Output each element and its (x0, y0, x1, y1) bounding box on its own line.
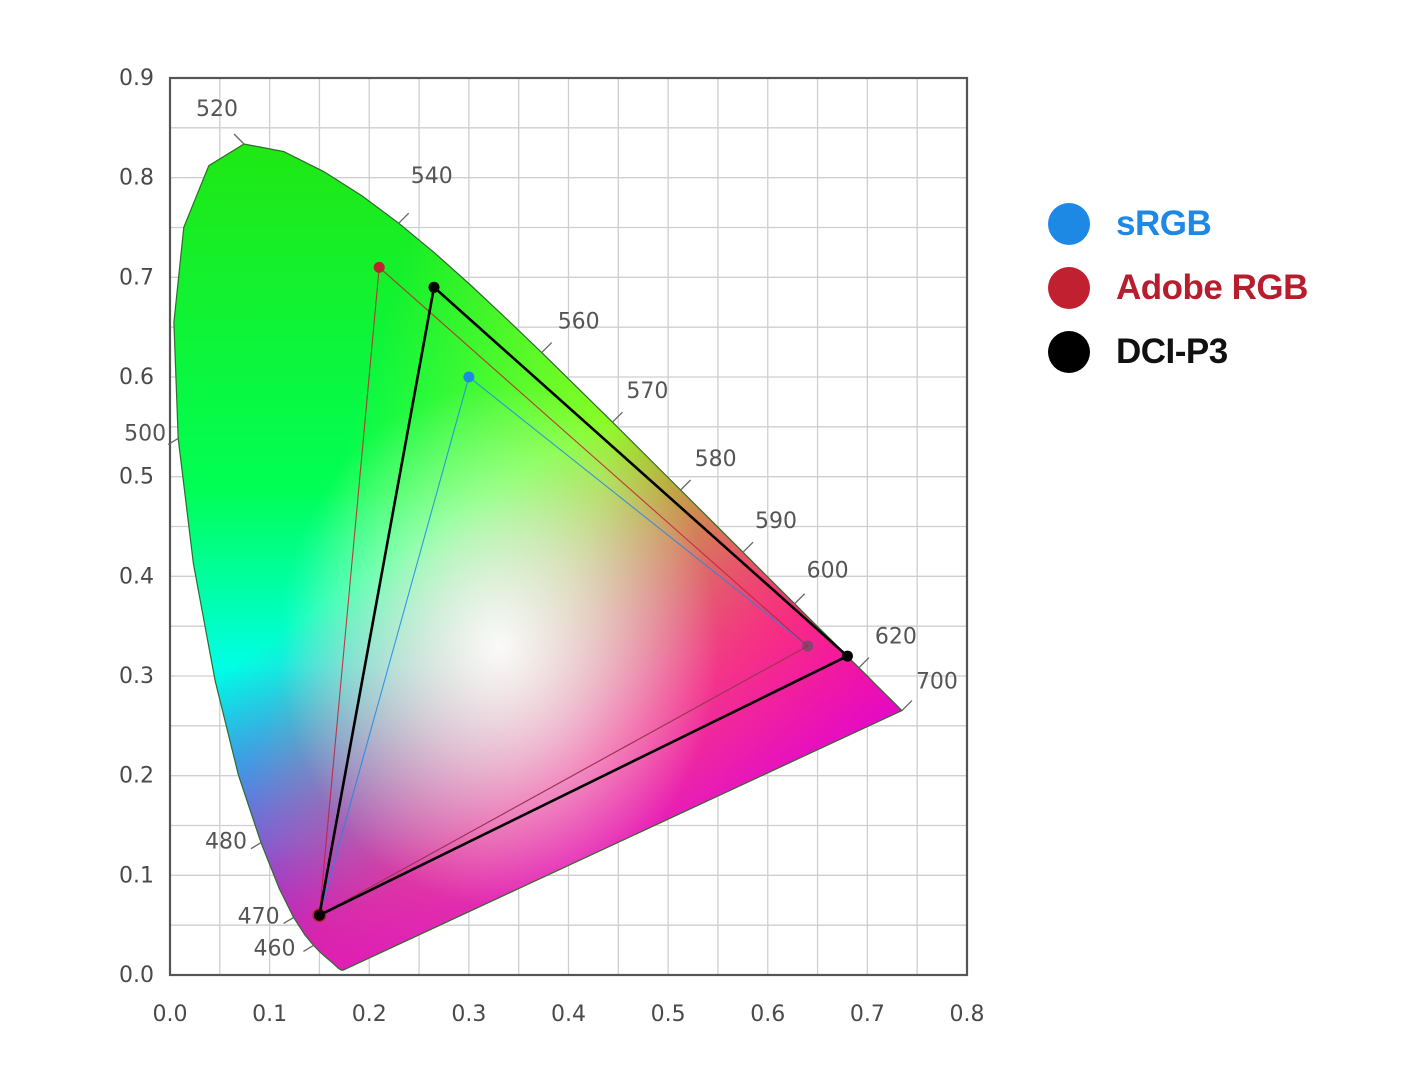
spectral-locus-outline (173, 143, 903, 971)
wavelength-tick (680, 479, 692, 491)
y-tick-label: 0.0 (119, 963, 154, 988)
gamut-triangle-adobe-rgb (318, 266, 809, 917)
x-tick-label: 0.5 (651, 1002, 686, 1027)
wavelength-tick (303, 944, 314, 952)
x-tick-label: 0.6 (750, 1002, 785, 1027)
plot-frame (168, 76, 969, 977)
gamut-triangle-dci-p3 (317, 284, 850, 918)
legend: sRGB Adobe RGB DCI-P3 (1048, 192, 1308, 384)
wavelength-tick (250, 842, 262, 850)
legend-item-srgb: sRGB (1048, 192, 1308, 256)
wavelength-label-560: 560 (558, 310, 600, 335)
wavelength-label-480: 480 (205, 830, 247, 855)
wavelength-label-470: 470 (238, 904, 280, 929)
gamut-triangles (312, 261, 853, 923)
srgb-dot-icon (1048, 203, 1090, 245)
wavelength-label-700: 700 (916, 670, 958, 695)
y-tick-label: 0.8 (119, 166, 154, 191)
x-tick-label: 0.0 (153, 1002, 188, 1027)
primary-point-adobe-rgb (373, 261, 385, 273)
wavelength-label-540: 540 (411, 164, 453, 189)
legend-item-dci-p3: DCI-P3 (1048, 320, 1308, 384)
legend-item-adobe-rgb: Adobe RGB (1048, 256, 1308, 320)
primary-point-adobe-rgb (802, 640, 814, 652)
wavelength-labels: 520 540 560 570 580 590 600 620 700 500 480 470 460 (124, 97, 958, 961)
primary-point-srgb (463, 371, 475, 383)
y-tick-label: 0.2 (119, 764, 154, 789)
primary-point-dci-p3 (841, 650, 853, 662)
legend-label-srgb: sRGB (1116, 204, 1212, 243)
y-tick-label: 0.9 (119, 66, 154, 91)
x-tick-label: 0.3 (451, 1002, 486, 1027)
wavelength-label-500: 500 (124, 421, 166, 446)
wavelength-label-580: 580 (695, 447, 737, 472)
legend-label-dci-p3: DCI-P3 (1116, 332, 1228, 371)
x-axis-ticks: 0.0 0.1 0.2 0.3 0.4 0.5 0.6 0.7 0.8 (153, 1002, 985, 1027)
x-tick-label: 0.1 (252, 1002, 287, 1027)
y-tick-label: 0.3 (119, 664, 154, 689)
y-tick-label: 0.5 (119, 465, 154, 490)
wavelength-label-590: 590 (755, 509, 797, 534)
y-tick-label: 0.4 (119, 564, 154, 589)
wavelength-tick (167, 437, 179, 445)
axis-frame (168, 76, 969, 977)
wavelength-label-570: 570 (626, 379, 668, 404)
primary-point-dci-p3 (428, 281, 440, 293)
wavelength-label-620: 620 (875, 625, 917, 650)
y-axis-ticks: 0.0 0.1 0.2 0.3 0.4 0.5 0.6 0.7 0.8 0.9 (119, 66, 154, 988)
wavelength-tick (611, 411, 623, 423)
wavelength-tick (398, 212, 410, 224)
primary-point-dci-p3 (313, 909, 325, 921)
wavelength-label-460: 460 (253, 936, 295, 961)
wavelength-tick (858, 657, 870, 669)
x-tick-label: 0.2 (352, 1002, 387, 1027)
wavelength-tick (742, 541, 754, 553)
x-tick-label: 0.7 (850, 1002, 885, 1027)
wavelength-tick (901, 700, 913, 712)
wavelength-tick (283, 916, 294, 924)
dci-p3-dot-icon (1048, 331, 1090, 373)
wavelength-label-600: 600 (807, 559, 849, 584)
x-tick-label: 0.4 (551, 1002, 586, 1027)
y-tick-label: 0.1 (119, 863, 154, 888)
x-tick-label: 0.8 (950, 1002, 985, 1027)
y-tick-label: 0.7 (119, 265, 154, 290)
y-tick-label: 0.6 (119, 365, 154, 390)
legend-label-adobe-rgb: Adobe RGB (1116, 268, 1308, 307)
wavelength-tick (233, 133, 245, 145)
wavelength-label-520: 520 (196, 97, 238, 122)
wavelength-tick (794, 593, 806, 605)
white-point-glow (278, 386, 719, 907)
wavelength-tick (541, 342, 553, 354)
adobe-rgb-dot-icon (1048, 267, 1090, 309)
